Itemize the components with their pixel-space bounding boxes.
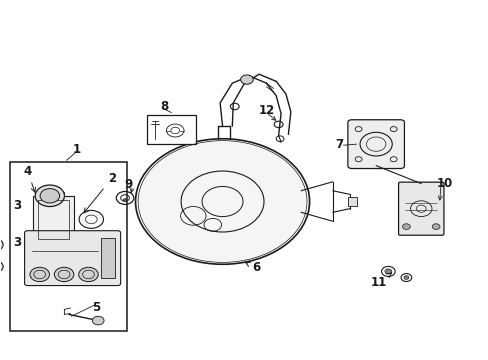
Text: 8: 8 (160, 100, 168, 113)
Bar (147, 116, 195, 144)
Ellipse shape (135, 139, 309, 264)
Text: 3: 3 (13, 236, 21, 249)
Circle shape (402, 224, 409, 229)
Circle shape (79, 210, 103, 228)
Text: 12: 12 (258, 104, 274, 117)
Text: 11: 11 (370, 273, 391, 289)
Text: 9: 9 (124, 178, 132, 191)
Circle shape (54, 267, 74, 282)
FancyBboxPatch shape (398, 182, 443, 235)
Circle shape (92, 316, 104, 325)
Circle shape (30, 267, 49, 282)
Circle shape (240, 75, 253, 84)
FancyBboxPatch shape (24, 231, 121, 285)
Text: 4: 4 (23, 165, 36, 192)
Circle shape (35, 185, 64, 207)
Bar (347, 197, 356, 206)
Circle shape (431, 224, 439, 229)
FancyBboxPatch shape (347, 120, 404, 168)
Text: 7: 7 (335, 138, 343, 150)
Text: 1: 1 (72, 143, 80, 156)
Circle shape (0, 261, 3, 273)
Text: 2: 2 (84, 172, 116, 213)
Circle shape (0, 239, 3, 251)
Bar (33, 196, 74, 243)
Bar (38, 200, 69, 239)
Bar (101, 238, 115, 278)
Text: 3: 3 (13, 199, 21, 212)
Text: 10: 10 (435, 177, 451, 190)
Circle shape (403, 276, 408, 279)
Text: 6: 6 (245, 261, 260, 274)
Bar (10, 162, 127, 330)
Circle shape (384, 269, 391, 274)
Circle shape (123, 199, 127, 202)
Circle shape (40, 189, 60, 203)
Circle shape (79, 267, 98, 282)
Text: 5: 5 (91, 301, 100, 314)
